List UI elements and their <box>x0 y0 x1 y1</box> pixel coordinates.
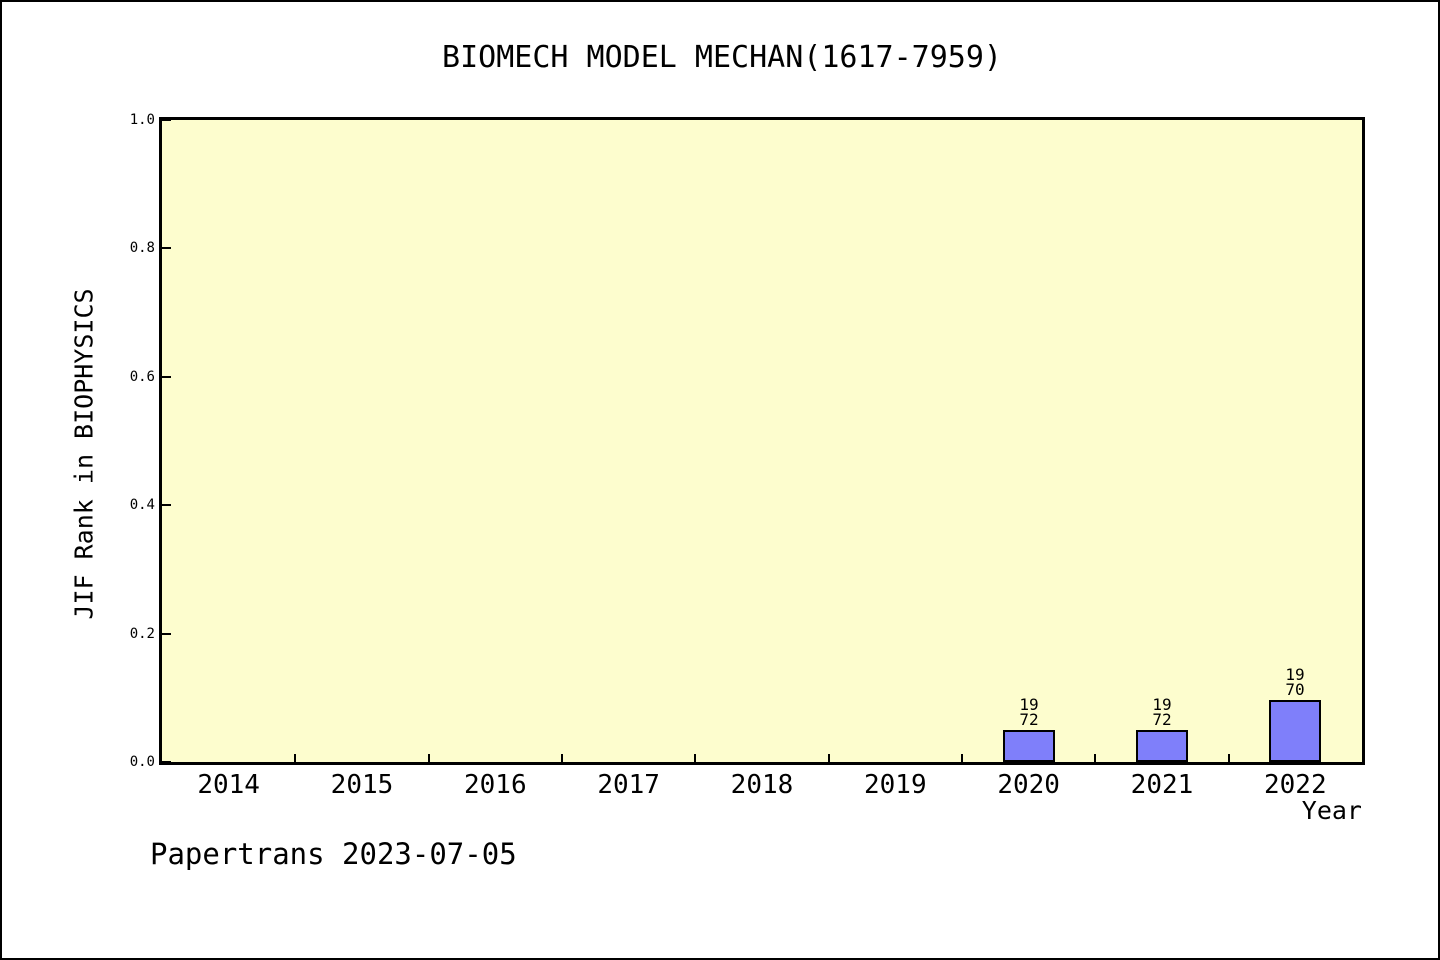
bar-rank-value: 19 <box>1019 695 1039 714</box>
x-tick-label: 2019 <box>864 770 927 800</box>
bar-value-label: 19 70 <box>1255 665 1335 699</box>
x-tick-mark <box>961 754 963 762</box>
bar-2022 <box>1269 700 1321 762</box>
y-tick-label: 0.4 <box>129 497 155 514</box>
y-tick-mark <box>162 761 171 763</box>
bar-total-value: 70 <box>1285 680 1305 699</box>
y-tick-mark <box>162 632 171 635</box>
x-tick-mark <box>294 754 297 762</box>
x-tick-mark <box>561 754 563 762</box>
y-tick-label: 1.0 <box>129 112 155 128</box>
x-tick-label: 2021 <box>1130 770 1194 800</box>
bar-total-value: 72 <box>1019 710 1039 729</box>
bar-total-value: 72 <box>1152 710 1172 729</box>
x-tick-label: 2020 <box>997 770 1060 800</box>
y-tick-label: 0.2 <box>129 625 155 642</box>
y-axis-title: JIF Rank in BIOPHYSICS <box>69 288 99 620</box>
footer-note: Papertrans 2023-07-05 <box>150 837 517 871</box>
bar-value-label: 19 72 <box>1122 695 1202 729</box>
x-tick-label: 2015 <box>330 770 394 800</box>
bar-2020 <box>1003 730 1055 762</box>
plot-area: 19 72 19 72 19 70 <box>159 117 1365 765</box>
x-tick-label: 2016 <box>464 770 527 800</box>
x-tick-label: 2017 <box>597 770 660 800</box>
y-tick-mark <box>162 119 171 121</box>
y-tick-mark <box>162 504 171 507</box>
bar-value-label: 19 72 <box>989 695 1069 729</box>
y-tick-mark <box>162 375 171 378</box>
bar-2021 <box>1136 730 1188 762</box>
x-tick-label: 2014 <box>197 770 260 800</box>
x-tick-mark <box>427 754 430 762</box>
y-tick-label: 0.0 <box>129 754 155 770</box>
x-axis-title: Year <box>1301 796 1362 825</box>
x-tick-mark <box>694 754 697 762</box>
y-tick-label: 0.6 <box>129 368 155 385</box>
bar-rank-value: 19 <box>1285 665 1305 684</box>
x-tick-mark <box>1227 754 1230 762</box>
x-tick-label: 2018 <box>730 770 794 800</box>
bar-rank-value: 19 <box>1152 695 1172 714</box>
y-tick-label: 0.8 <box>129 240 155 257</box>
x-tick-mark <box>1094 754 1097 762</box>
x-tick-mark <box>827 754 830 762</box>
x-tick-label: 2022 <box>1264 770 1327 800</box>
chart-title: BIOMECH MODEL MECHAN(1617-7959) <box>442 40 1002 75</box>
y-tick-mark <box>162 247 171 250</box>
